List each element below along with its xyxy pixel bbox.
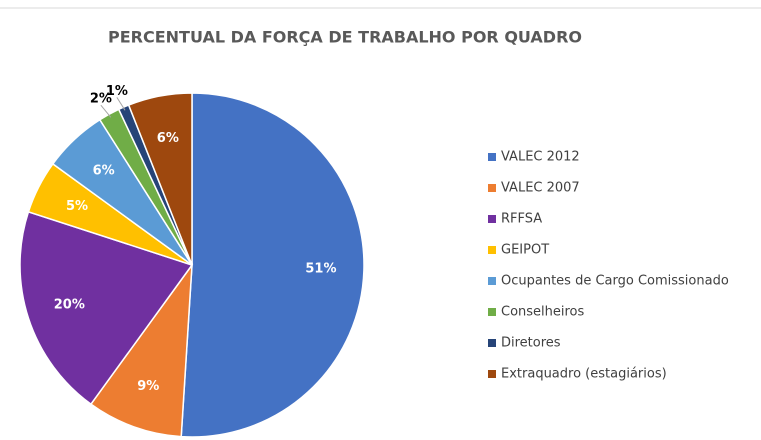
legend-swatch xyxy=(488,277,496,285)
data-label: 1% xyxy=(106,84,128,99)
legend-label: RFFSA xyxy=(501,212,542,227)
data-label: 51% xyxy=(305,262,336,277)
legend-label: VALEC 2012 xyxy=(501,150,580,165)
legend-swatch xyxy=(488,339,496,347)
legend-swatch xyxy=(488,308,496,316)
data-label: 6% xyxy=(157,131,179,146)
data-label: 20% xyxy=(54,297,85,312)
pie-slice xyxy=(127,92,193,266)
legend-swatch xyxy=(488,215,496,223)
data-label: 2% xyxy=(90,92,112,107)
legend-swatch xyxy=(488,153,496,161)
data-label: 5% xyxy=(66,199,88,214)
legend-label: Ocupantes de Cargo Comissionado xyxy=(501,274,729,289)
pie-slice xyxy=(19,210,194,406)
legend-label: GEIPOT xyxy=(501,243,549,258)
legend-swatch xyxy=(488,246,496,254)
legend-label: VALEC 2007 xyxy=(501,181,580,196)
pie-slice xyxy=(89,262,193,438)
data-label: 6% xyxy=(93,163,115,178)
legend-swatch xyxy=(488,184,496,192)
legend-label: Diretores xyxy=(501,336,561,351)
legend-label: Extraquadro (estagiários) xyxy=(501,367,667,382)
chart-title: PERCENTUAL DA FORÇA DE TRABALHO POR QUAD… xyxy=(108,28,582,47)
legend-label: Conselheiros xyxy=(501,305,585,320)
leader-line xyxy=(116,97,126,111)
pie-slice xyxy=(180,92,365,438)
data-label: 9% xyxy=(137,379,159,394)
leader-line xyxy=(100,104,112,118)
legend-swatch xyxy=(488,370,496,378)
